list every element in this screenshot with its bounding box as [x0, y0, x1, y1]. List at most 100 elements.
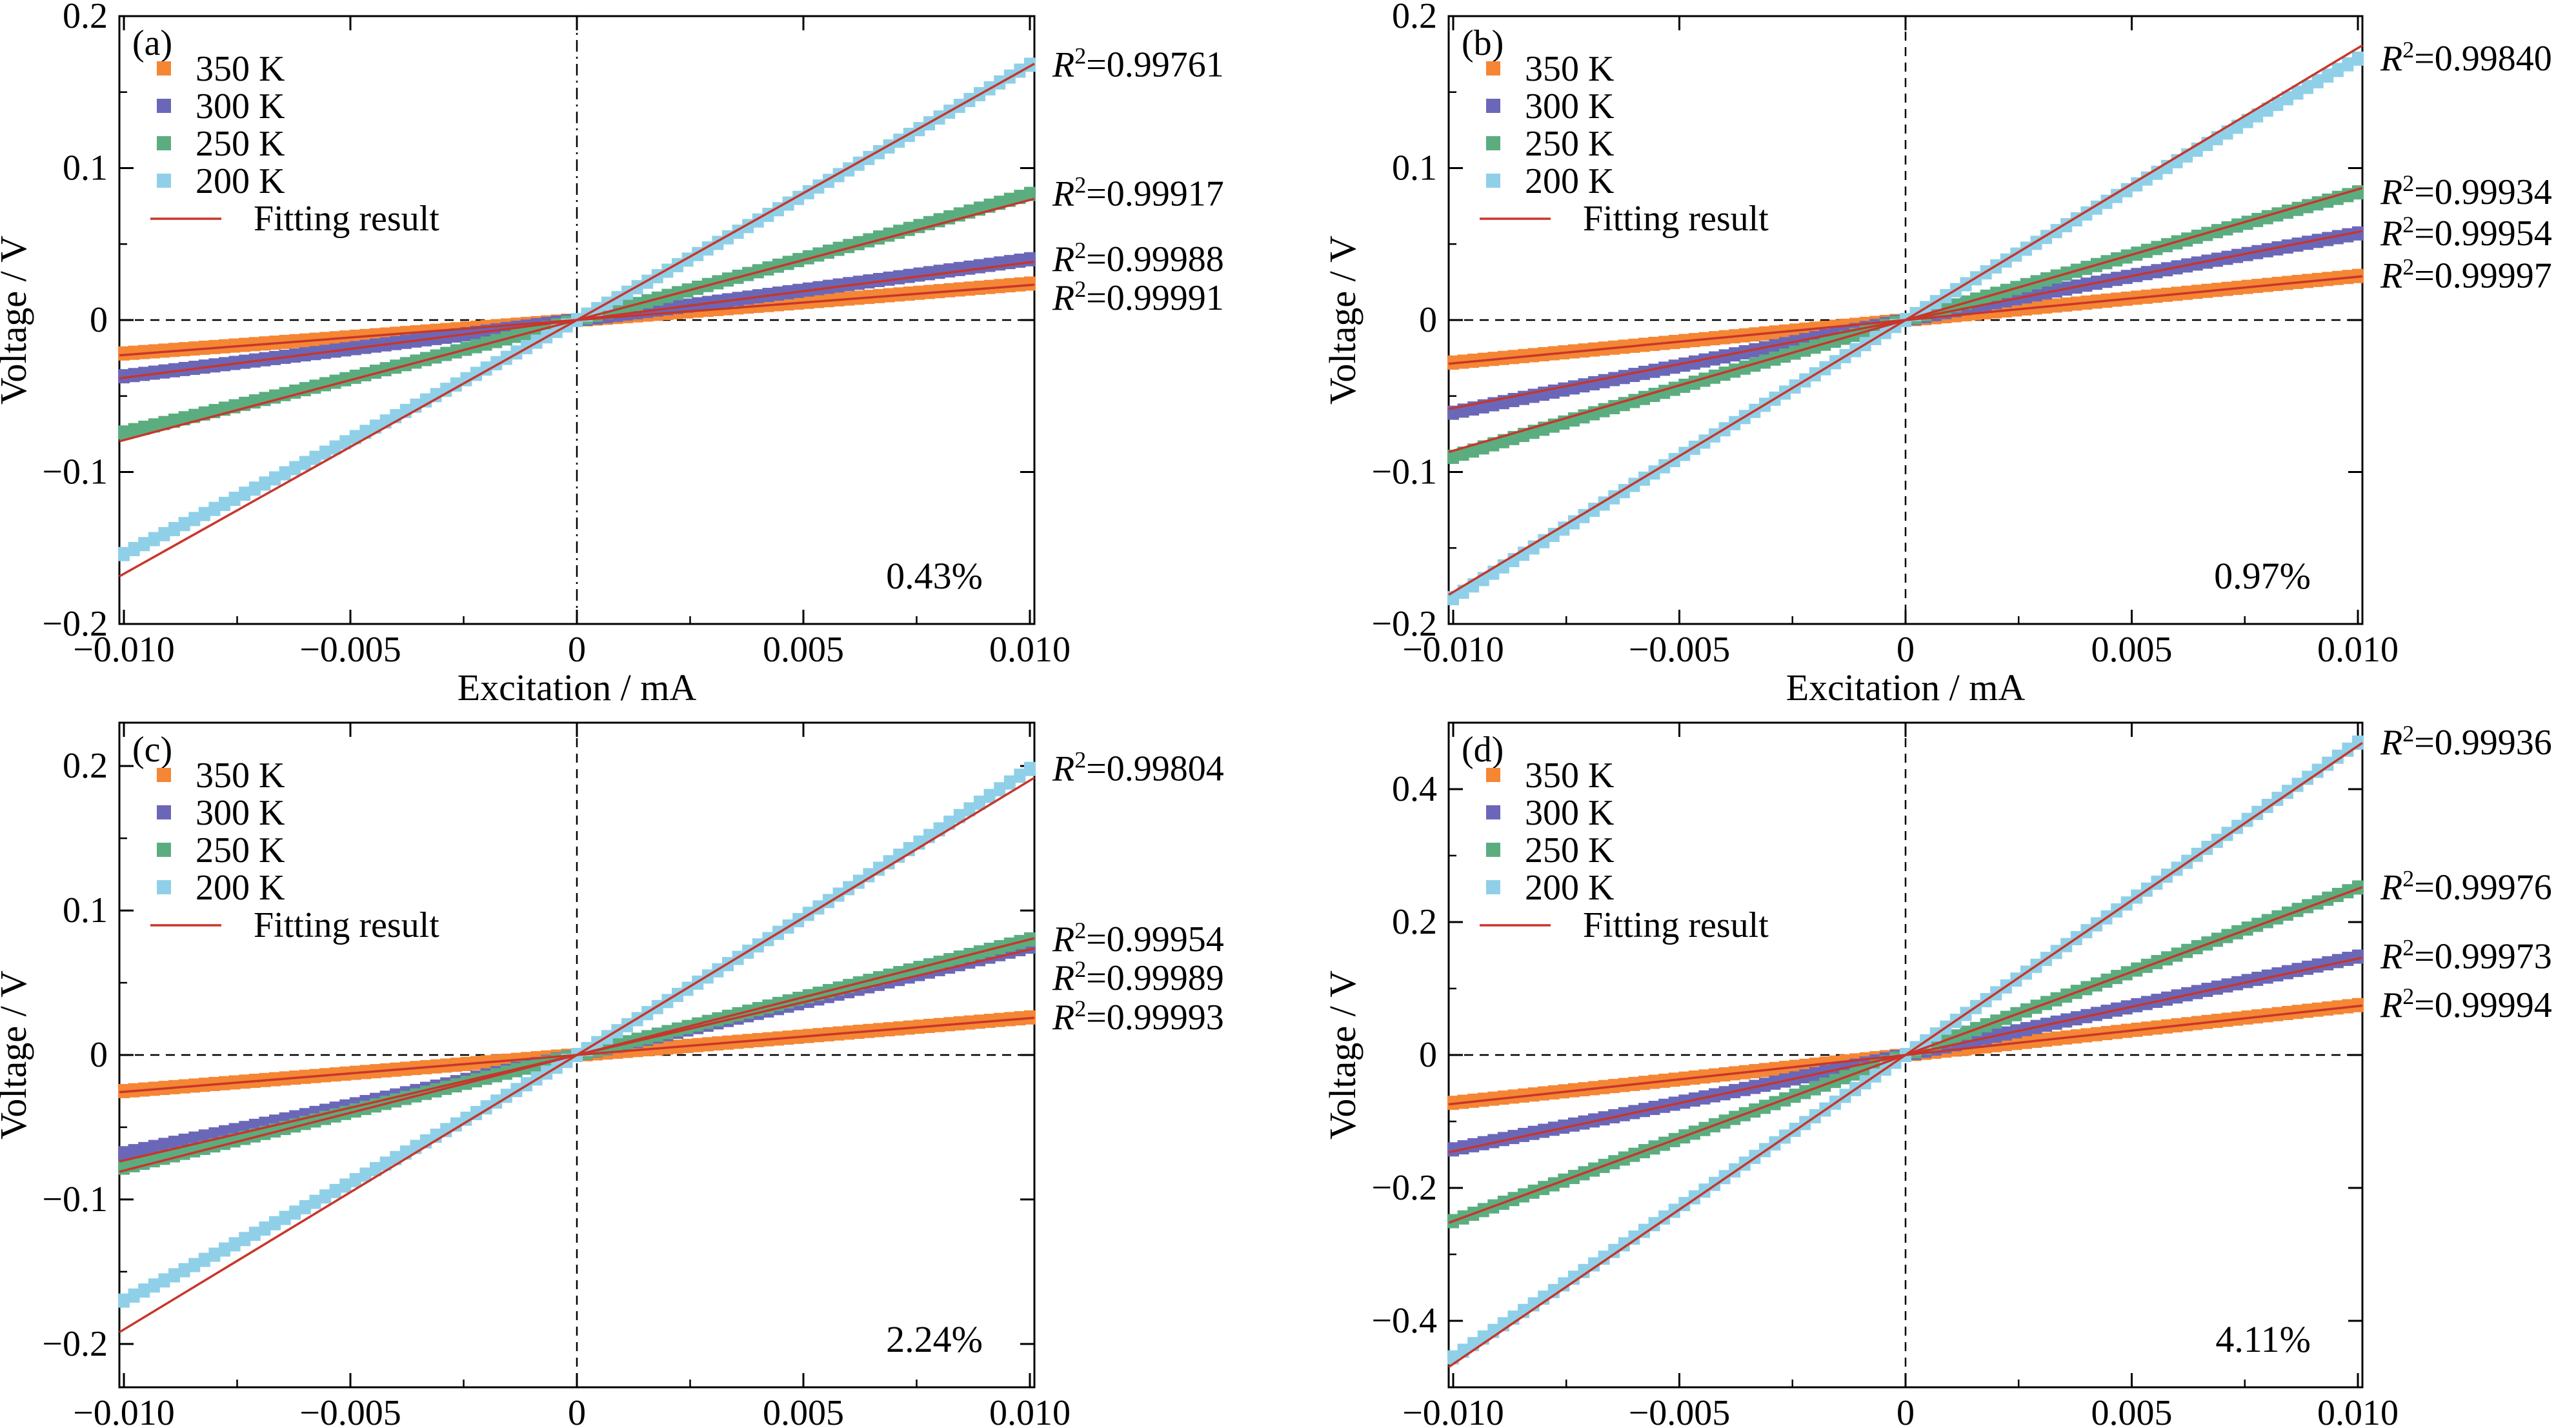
- data-point: [2281, 965, 2293, 979]
- legend-label: 350 K: [1525, 49, 1614, 89]
- data-point: [973, 796, 985, 810]
- data-point: [390, 1150, 402, 1165]
- data-point: [138, 345, 150, 359]
- r-squared-label: R2=0.99761: [1052, 43, 1224, 85]
- y-tick-label: 0.2: [63, 746, 108, 786]
- data-point: [2351, 226, 2364, 241]
- x-tick-label: −0.010: [73, 630, 175, 670]
- data-point: [440, 383, 452, 397]
- r-squared-label: R2=0.99840: [2380, 37, 2552, 79]
- legend-label: 250 K: [1525, 124, 1614, 164]
- data-point: [138, 537, 150, 552]
- data-point: [208, 1247, 221, 1262]
- legend-marker: [157, 843, 171, 857]
- data-point: [1447, 449, 1460, 464]
- data-point: [933, 265, 945, 279]
- data-point: [1588, 1257, 1600, 1272]
- data-point: [883, 271, 895, 286]
- data-point: [168, 1136, 181, 1150]
- y-tick-label: 0: [1419, 1035, 1437, 1075]
- r-superscript: 2: [2402, 37, 2414, 63]
- x-tick-label: 0: [568, 1393, 586, 1426]
- data-point: [148, 344, 160, 359]
- r-superscript: 2: [2402, 865, 2414, 891]
- data-point: [178, 1133, 190, 1148]
- r-squared-label: R2=0.99954: [2380, 212, 2552, 254]
- data-point: [349, 430, 361, 445]
- data-point: [259, 476, 271, 491]
- r-superscript: 2: [1074, 918, 1086, 943]
- x-tick-label: 0.010: [2317, 630, 2399, 670]
- data-point: [349, 1172, 361, 1187]
- series-200k: [118, 761, 1036, 1308]
- concentration-annotation: 4.11%: [2215, 1318, 2311, 1360]
- legend-label: 200 K: [1525, 868, 1614, 908]
- data-point: [913, 267, 925, 282]
- x-tick-label: −0.005: [299, 1393, 401, 1426]
- panel-label: (c): [132, 730, 172, 770]
- data-point: [963, 260, 976, 275]
- legend-marker: [157, 880, 171, 894]
- data-point: [1014, 190, 1026, 205]
- r-symbol: R: [2380, 172, 2402, 212]
- data-point: [2331, 749, 2344, 764]
- chart-panel-d: −0.010−0.00500.0050.010−0.4−0.200.20.4Ex…: [1322, 721, 2552, 1426]
- y-axis-title: Voltage / V: [1322, 236, 1363, 405]
- data-point: [279, 1210, 291, 1225]
- data-point: [329, 440, 341, 455]
- legend-marker: [1486, 61, 1500, 75]
- data-point: [158, 1273, 170, 1288]
- data-point: [963, 802, 976, 817]
- data-point: [118, 1146, 130, 1161]
- x-tick-label: 0.010: [989, 630, 1071, 670]
- data-point: [2331, 888, 2344, 903]
- r-squared-label: R2=0.99989: [1052, 956, 1224, 998]
- legend-marker: [1486, 805, 1500, 819]
- data-point: [2311, 958, 2324, 973]
- legend-label: Fitting result: [1583, 905, 1769, 945]
- r-symbol: R: [1052, 749, 1074, 789]
- data-point: [148, 365, 160, 380]
- data-point: [2322, 232, 2334, 246]
- data-point: [1678, 357, 1691, 372]
- r-superscript: 2: [2402, 212, 2414, 237]
- legend-label: 350 K: [196, 756, 285, 796]
- concentration-annotation: 0.97%: [2214, 555, 2311, 597]
- legend-label: 350 K: [196, 49, 285, 89]
- data-point: [158, 416, 170, 430]
- data-point: [1709, 351, 1721, 366]
- r-superscript: 2: [1074, 747, 1086, 773]
- r-squared-value: =0.99936: [2414, 723, 2552, 763]
- data-point: [1457, 447, 1469, 461]
- r-squared-label: R2=0.99954: [1052, 918, 1224, 959]
- panel-label: (a): [132, 23, 172, 63]
- x-tick-label: −0.005: [1629, 630, 1731, 670]
- data-point: [178, 411, 190, 426]
- data-point: [279, 466, 291, 481]
- r-symbol: R: [2380, 214, 2402, 254]
- r-superscript: 2: [2402, 935, 2414, 961]
- r-superscript: 2: [1074, 43, 1086, 68]
- legend-marker: [157, 174, 171, 188]
- x-tick-label: 0.010: [2317, 1393, 2399, 1426]
- data-point: [128, 1144, 140, 1159]
- data-point: [1014, 253, 1026, 268]
- data-point: [872, 272, 885, 287]
- data-point: [2311, 74, 2324, 88]
- data-point: [1618, 1237, 1630, 1252]
- r-squared-label: R2=0.99934: [2380, 170, 2552, 212]
- concentration-annotation: 0.43%: [886, 555, 983, 597]
- data-point: [812, 247, 825, 262]
- data-point: [893, 270, 905, 285]
- chart-panel-b: −0.010 −0.005 0 0.005 0.010 −0.2 −0.1 0 0.1 0.2 Ex…: [1322, 0, 2552, 708]
- data-point: [2342, 228, 2354, 243]
- y-tick-label: −0.2: [1371, 604, 1437, 644]
- data-point: [1668, 359, 1680, 374]
- r-symbol: R: [2380, 985, 2402, 1025]
- data-point: [2311, 196, 2324, 211]
- data-point: [1648, 363, 1660, 378]
- data-point: [2261, 102, 2273, 117]
- data-point: [1638, 390, 1650, 405]
- x-tick-label: 0.005: [763, 1393, 844, 1426]
